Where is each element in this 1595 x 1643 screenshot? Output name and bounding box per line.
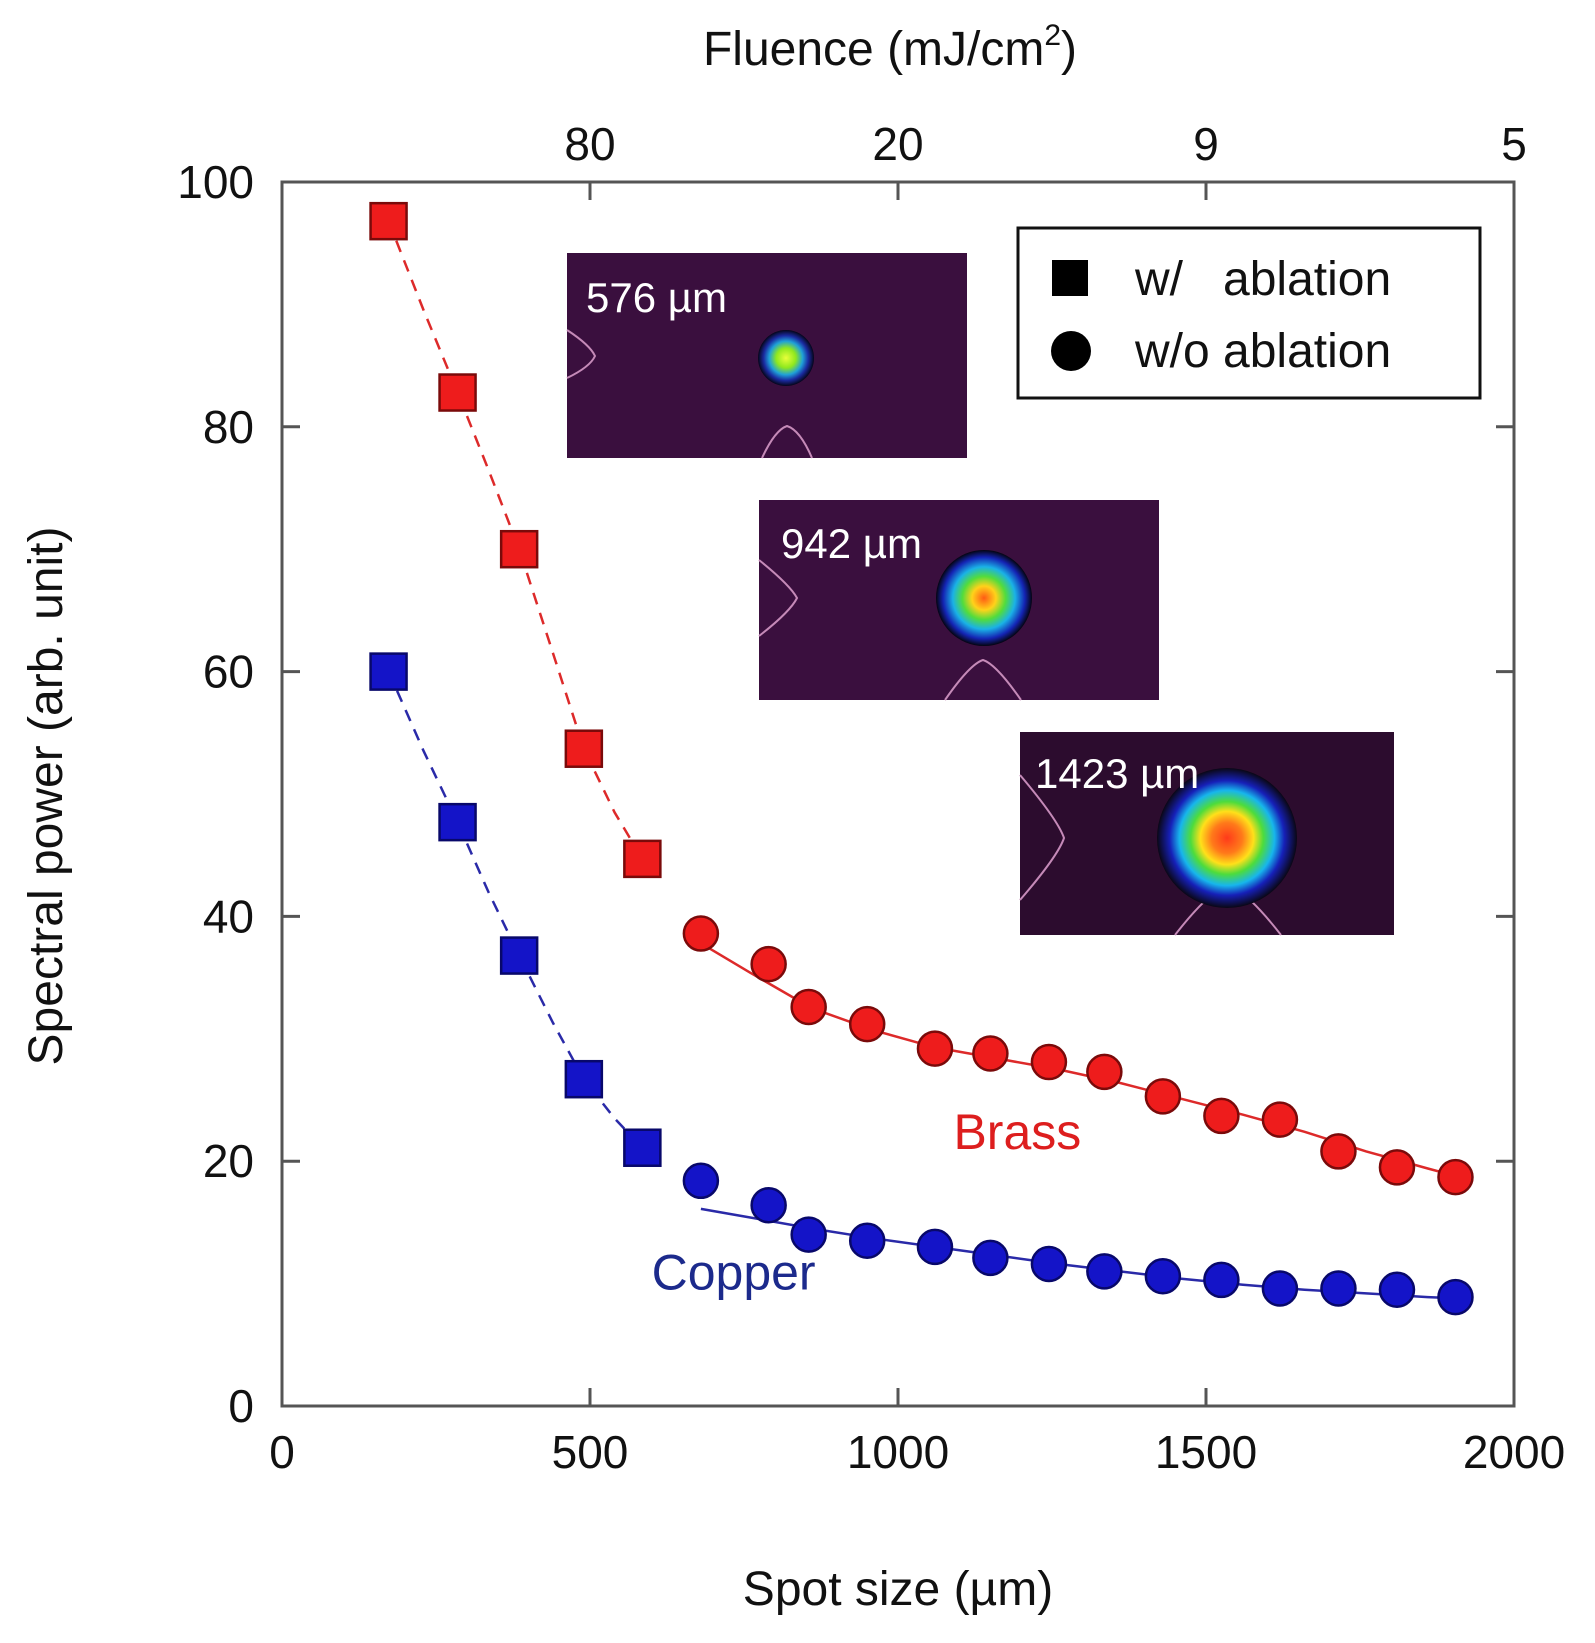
data-point-circle — [790, 988, 827, 1026]
data-point-circle — [848, 1222, 886, 1260]
y-tick-label: 100 — [177, 156, 254, 208]
data-point-square — [499, 529, 539, 569]
data-point-circle — [682, 915, 720, 952]
data-point-circle — [1086, 1053, 1123, 1091]
inset-1423-label: 1423 µm — [1035, 750, 1199, 797]
top-tick-label: 20 — [872, 118, 923, 170]
top-tick-label: 9 — [1193, 118, 1219, 170]
x-tick-label: 1500 — [1155, 1426, 1257, 1478]
data-point-circle — [750, 945, 787, 983]
y-axis-title: Spectral power (arb. unit) — [20, 527, 73, 1066]
data-point-square — [499, 936, 539, 975]
legend-entry-ablation: w/ ablation — [1134, 253, 1391, 306]
data-point-circle — [790, 1216, 827, 1253]
inset-576-beam-spot — [758, 330, 814, 386]
inset-1423-profile-left — [1019, 774, 1066, 901]
x-tick-label: 500 — [552, 1426, 629, 1478]
legend-square-icon — [1052, 260, 1088, 296]
inset-576-profile-left — [566, 329, 597, 379]
legend-box — [1016, 226, 1482, 400]
data-point-circle — [1086, 1253, 1123, 1290]
data-point-circle — [1030, 1043, 1068, 1081]
data-point-circle — [1030, 1245, 1068, 1283]
data-point-circle — [1320, 1133, 1357, 1170]
inset-576: 576 µm — [566, 253, 967, 459]
x-tick-label: 1000 — [847, 1426, 949, 1478]
data-point-circle — [1437, 1158, 1474, 1196]
inset-942-beam-spot — [936, 550, 1032, 646]
inset-1423: 1423 µm — [1019, 732, 1394, 936]
top-axis-title-main: Fluence (mJ/cm — [703, 23, 1044, 76]
data-point-square — [623, 1128, 662, 1167]
inset-576-profile-bottom — [761, 424, 813, 459]
inset-942-label: 942 µm — [781, 520, 922, 567]
x-tick-label: 2000 — [1463, 1426, 1565, 1478]
top-axis-title-superscript: 2 — [1044, 19, 1061, 52]
top-axis-title: Fluence (mJ/cm2) — [703, 19, 1077, 76]
x-axis-title: Spot size (µm) — [743, 1563, 1053, 1616]
data-point-circle — [972, 1035, 1009, 1072]
top-tick-label: 5 — [1501, 118, 1527, 170]
data-point-circle — [1203, 1261, 1240, 1299]
data-point-square — [564, 729, 604, 768]
copper-label: Copper — [652, 1245, 816, 1301]
y-tick-label: 40 — [203, 890, 254, 942]
data-point-circle — [1144, 1078, 1182, 1115]
data-point-square — [369, 652, 408, 691]
inset-942: 942 µm — [758, 500, 1159, 701]
fit-curve — [387, 671, 644, 1149]
data-point-square — [369, 201, 408, 241]
data-marks — [369, 201, 1474, 1316]
data-point-circle — [972, 1239, 1009, 1277]
data-point-circle — [1378, 1271, 1416, 1308]
data-point-circle — [1261, 1270, 1299, 1307]
data-point-circle — [1203, 1097, 1240, 1135]
top-axis-title-end: ) — [1061, 23, 1077, 76]
fit-curve — [387, 220, 644, 860]
inset-576-label: 576 µm — [586, 274, 727, 321]
legend: w/ ablation w/o ablation — [1016, 226, 1482, 400]
y-tick-label: 60 — [203, 646, 254, 698]
y-tick-label: 80 — [203, 401, 254, 453]
data-point-square — [564, 1059, 604, 1099]
inset-942-profile-left — [758, 559, 799, 637]
legend-entry-no-ablation: w/o ablation — [1134, 325, 1391, 378]
data-point-circle — [916, 1228, 954, 1266]
x-tick-label: 0 — [269, 1426, 295, 1478]
y-tick-label: 20 — [203, 1135, 254, 1187]
y-tick-label: 0 — [228, 1380, 254, 1432]
legend-circle-icon — [1051, 331, 1091, 371]
data-point-circle — [1320, 1270, 1357, 1307]
inset-942-profile-bottom — [944, 658, 1022, 701]
data-point-circle — [1437, 1278, 1474, 1316]
data-point-circle — [750, 1187, 787, 1224]
data-point-circle — [682, 1162, 720, 1200]
data-point-circle — [916, 1030, 954, 1067]
data-point-square — [438, 802, 477, 842]
data-point-square — [438, 373, 477, 412]
data-point-square — [623, 839, 662, 879]
brass-label: Brass — [953, 1104, 1081, 1160]
ticks-layer: 0 500 1000 1500 2000 80 20 9 5 0 20 40 60 80 100 — [177, 118, 1565, 1478]
inset-1423-beam-spot — [1157, 768, 1297, 908]
data-point-circle — [1261, 1101, 1299, 1138]
data-point-circle — [1378, 1149, 1416, 1186]
top-tick-label: 80 — [564, 118, 615, 170]
data-point-circle — [848, 1005, 886, 1043]
data-point-circle — [1144, 1258, 1182, 1295]
